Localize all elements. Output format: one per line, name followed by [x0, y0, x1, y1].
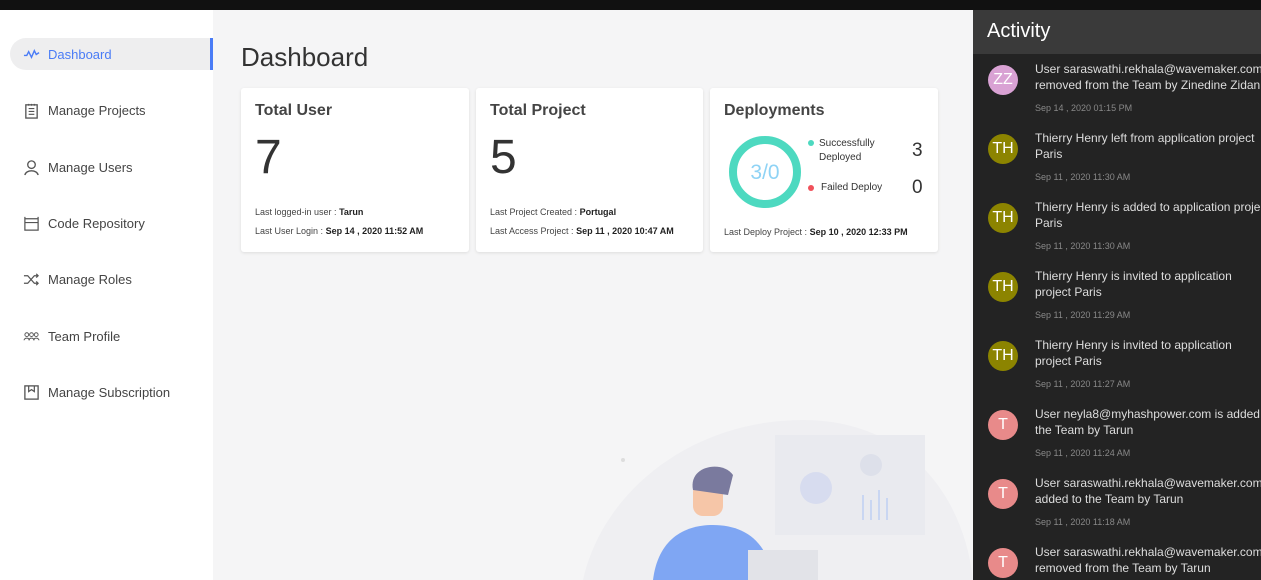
sidebar-item-label: Team Profile — [48, 328, 121, 344]
sidebar-item-team-profile[interactable]: Team Profile — [10, 320, 213, 352]
activity-message-line: User saraswathi.rekhala@wavemaker.com — [1035, 476, 1261, 490]
total-user-value: 7 — [255, 131, 282, 184]
avatar: TH — [988, 341, 1018, 371]
activity-message-line: Thierry Henry is added to application pr… — [1035, 200, 1261, 214]
activity-item: T User neyla8@myhashpower.com is added th… — [973, 407, 1261, 458]
activity-message-line: Paris — [1035, 216, 1063, 230]
last-login: Last User Login : Sep 14 , 2020 11:52 AM — [255, 226, 424, 236]
activity-message-line: removed from the Team by Tarun — [1035, 561, 1211, 575]
activity-message: Thierry Henry is invited to application p… — [1035, 268, 1232, 300]
success-dot — [808, 140, 814, 146]
page-title: Dashboard — [241, 42, 369, 72]
sidebar-item-label: Dashboard — [48, 46, 112, 62]
sidebar-item-manage-projects[interactable]: Manage Projects — [10, 94, 213, 126]
activity-time: Sep 11 , 2020 11:30 AM — [1035, 172, 1131, 182]
activity-message-line: Thierry Henry is invited to application — [1035, 269, 1232, 283]
activity-time: Sep 14 , 2020 01:15 PM — [1035, 103, 1133, 113]
total-user-card: Total User 7 Last logged-in user : Tarun… — [241, 88, 469, 252]
activity-message: User saraswathi.rekhala@wavemaker.com rem… — [1035, 544, 1261, 576]
activity-item: TH Thierry Henry is added to application… — [973, 200, 1261, 251]
activity-message-line: Paris — [1035, 147, 1063, 161]
card-title: Deployments — [724, 102, 825, 119]
activity-message: Thierry Henry is invited to application p… — [1035, 337, 1232, 369]
dashboard-illustration — [583, 420, 973, 580]
sidebar: Dashboard Manage Projects Manage Users C… — [0, 10, 213, 580]
sidebar-item-label: Manage Users — [48, 159, 133, 175]
deploy-ratio: 3/0 — [750, 161, 779, 184]
bookmark-icon — [24, 384, 39, 400]
sidebar-item-label: Manage Subscription — [48, 384, 171, 400]
sidebar-item-manage-users[interactable]: Manage Users — [10, 151, 213, 183]
activity-message-line: project Paris — [1035, 354, 1102, 368]
top-bar — [0, 0, 1261, 10]
sidebar-item-label: Manage Projects — [48, 102, 146, 118]
shuffle-icon — [23, 272, 39, 286]
sidebar-item-manage-roles[interactable]: Manage Roles — [10, 263, 213, 295]
activity-item: TH Thierry Henry is invited to applicati… — [973, 269, 1261, 320]
user-icon — [24, 159, 39, 175]
card-title: Total Project — [490, 102, 586, 119]
activity-message-line: User saraswathi.rekhala@wavemaker.com — [1035, 545, 1261, 559]
sidebar-item-code-repository[interactable]: Code Repository — [10, 207, 213, 239]
success-count: 3 — [912, 140, 923, 161]
avatar: T — [988, 479, 1018, 509]
sidebar-item-label: Code Repository — [48, 215, 145, 231]
activity-title: Activity — [973, 10, 1261, 54]
deployments-donut: 3/0 — [729, 136, 801, 208]
avatar: TH — [988, 203, 1018, 233]
activity-item: T User saraswathi.rekhala@wavemaker.com r… — [973, 545, 1261, 578]
activity-item: ZZ User saraswathi.rekhala@wavemaker.com… — [973, 62, 1261, 113]
card-title: Total User — [255, 102, 333, 119]
activity-message-line: added to the Team by Tarun — [1035, 492, 1184, 506]
success-label: Successfully Deployed — [819, 138, 875, 163]
sidebar-item-label: Manage Roles — [48, 271, 132, 287]
team-icon — [23, 331, 40, 340]
activity-message: User neyla8@myhashpower.com is added the … — [1035, 406, 1260, 438]
repository-icon — [24, 216, 39, 231]
activity-message-line: the Team by Tarun — [1035, 423, 1134, 437]
failed-dot — [808, 185, 814, 191]
activity-item: TH Thierry Henry left from application p… — [973, 131, 1261, 182]
activity-message-line: project Paris — [1035, 285, 1102, 299]
activity-message: User saraswathi.rekhala@wavemaker.com add… — [1035, 475, 1261, 507]
activity-time: Sep 11 , 2020 11:27 AM — [1035, 379, 1131, 389]
activity-message: User saraswathi.rekhala@wavemaker.com rem… — [1035, 61, 1261, 93]
sidebar-item-manage-subscription[interactable]: Manage Subscription — [10, 376, 213, 408]
activity-time: Sep 11 , 2020 11:18 AM — [1035, 517, 1131, 527]
activity-item: T User saraswathi.rekhala@wavemaker.com a… — [973, 476, 1261, 527]
avatar: TH — [988, 134, 1018, 164]
avatar: T — [988, 410, 1018, 440]
activity-message: Thierry Henry left from application proj… — [1035, 130, 1254, 162]
activity-item: TH Thierry Henry is invited to applicati… — [973, 338, 1261, 389]
avatar: TH — [988, 272, 1018, 302]
activity-message-line: Thierry Henry is invited to application — [1035, 338, 1232, 352]
activity-message-line: removed from the Team by Zinedine Zidan — [1035, 78, 1261, 92]
avatar: ZZ — [988, 65, 1018, 95]
activity-time: Sep 11 , 2020 11:30 AM — [1035, 241, 1131, 251]
total-project-card: Total Project 5 Last Project Created : P… — [476, 88, 703, 252]
activity-icon — [23, 48, 40, 59]
last-user: Last logged-in user : Tarun — [255, 207, 364, 217]
activity-message: Thierry Henry is added to application pr… — [1035, 199, 1260, 231]
failed-count: 0 — [912, 177, 923, 198]
clipboard-icon — [25, 103, 38, 119]
activity-panel: Activity ZZ User saraswathi.rekhala@wave… — [973, 10, 1261, 580]
activity-message-line: User neyla8@myhashpower.com is added — [1035, 407, 1260, 421]
activity-time: Sep 11 , 2020 11:29 AM — [1035, 310, 1131, 320]
total-project-value: 5 — [490, 131, 517, 184]
deployments-card: Deployments 3/0 Successfully Deployed 3 … — [710, 88, 938, 252]
main-content: Dashboard Total User 7 Last logged-in us… — [213, 10, 973, 580]
sidebar-item-dashboard[interactable]: Dashboard — [10, 38, 213, 70]
last-access-project: Last Access Project : Sep 11 , 2020 10:4… — [490, 226, 674, 236]
last-project-created: Last Project Created : Portugal — [490, 207, 617, 217]
activity-message-line: User saraswathi.rekhala@wavemaker.com — [1035, 62, 1261, 76]
failed-label: Failed Deploy — [821, 182, 883, 193]
activity-time: Sep 11 , 2020 11:24 AM — [1035, 448, 1131, 458]
last-deploy: Last Deploy Project : Sep 10 , 2020 12:3… — [724, 227, 908, 237]
activity-message-line: Thierry Henry left from application proj… — [1035, 131, 1255, 145]
avatar: T — [988, 548, 1018, 578]
